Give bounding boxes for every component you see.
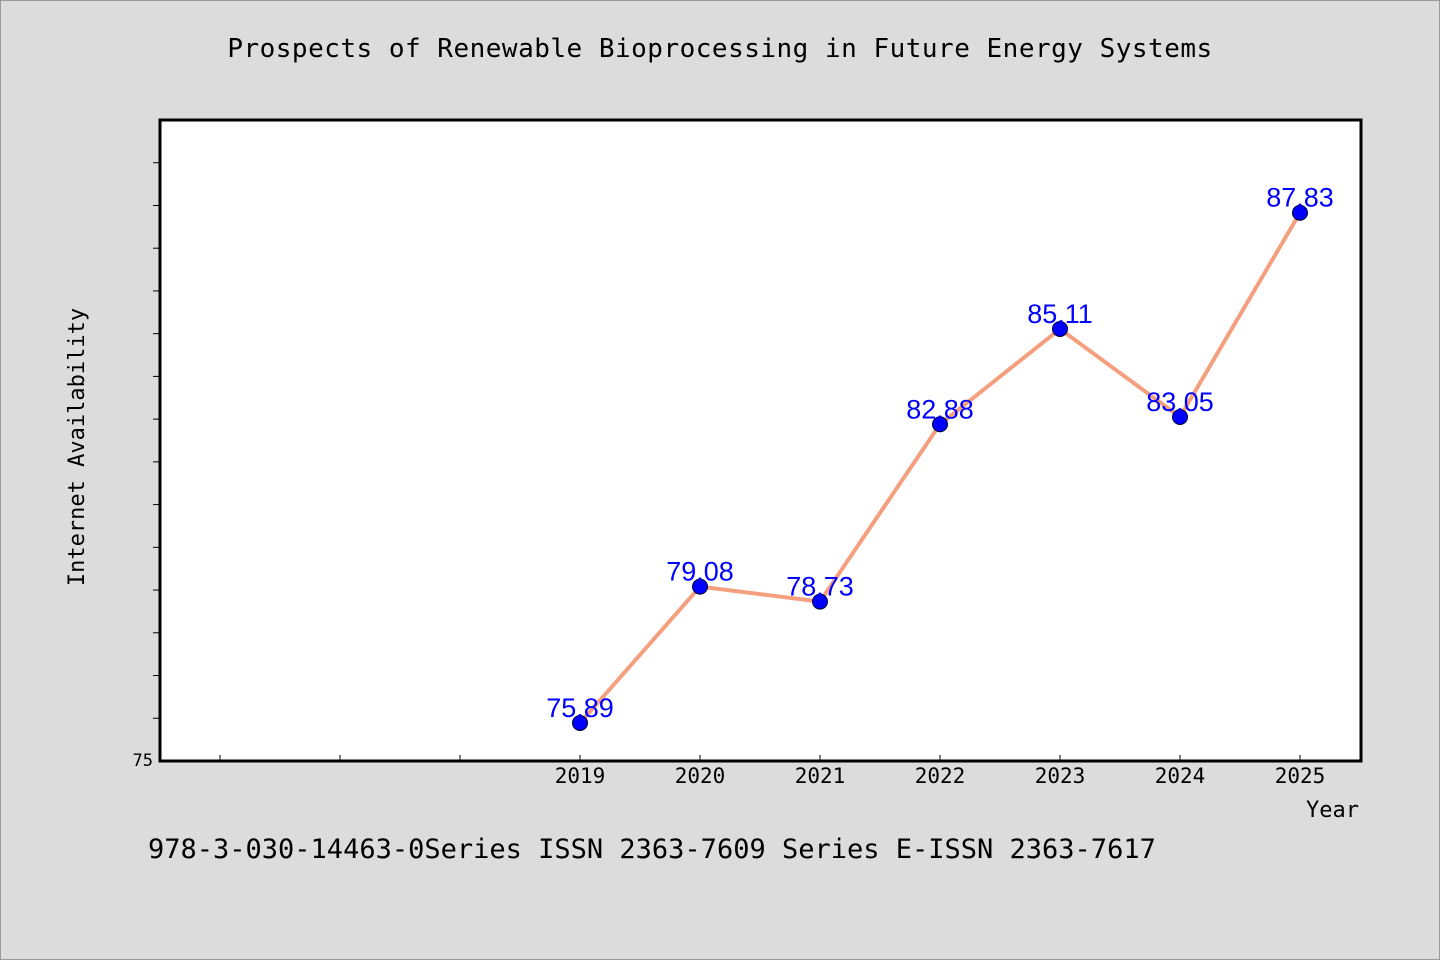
x-tick-label: 2020 [675, 764, 726, 788]
x-axis-ticks [219, 755, 1301, 761]
data-point [932, 416, 948, 433]
data-label: 87.83 [1266, 183, 1334, 213]
plot-area [158, 118, 1363, 763]
x-tick-label: 2019 [555, 764, 606, 788]
data-point [692, 578, 708, 595]
data-label: 79.08 [666, 557, 734, 587]
x-tick-label: 2021 [795, 764, 846, 788]
data-label: 85.11 [1027, 299, 1093, 329]
data-label: 78.73 [786, 572, 854, 602]
data-labels: 75.89 79.08 78.73 82.88 85.11 83.05 87.83 [546, 183, 1334, 723]
footer-note: 978-3-030-14463-0Series ISSN 2363-7609 S… [148, 834, 1156, 865]
y-axis-label: Internet Availability [65, 308, 90, 586]
y-axis-ticks [153, 162, 160, 719]
data-point [1052, 320, 1068, 337]
x-axis-tick-labels: 2019 2020 2021 2022 2023 2024 2025 [555, 764, 1326, 788]
x-tick-label: 2025 [1275, 764, 1326, 788]
data-label: 83.05 [1146, 387, 1214, 417]
x-axis-label: Year [1306, 798, 1359, 823]
x-tick-label: 2022 [915, 764, 966, 788]
data-point [1292, 204, 1308, 221]
chart-title: Prospects of Renewable Bioprocessing in … [227, 34, 1213, 64]
data-markers [572, 204, 1308, 731]
data-point [1172, 408, 1188, 425]
data-point [572, 714, 588, 731]
data-point [812, 593, 828, 610]
y-tick-label: 75 [133, 751, 153, 771]
data-label: 82.88 [906, 394, 974, 424]
x-tick-label: 2023 [1035, 764, 1086, 788]
data-label: 75.89 [546, 693, 614, 723]
x-tick-label: 2024 [1155, 764, 1206, 788]
